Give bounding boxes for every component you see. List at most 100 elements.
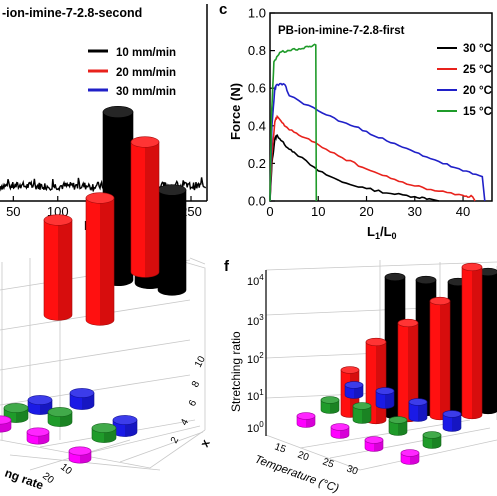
panel-e-bar-top (26, 427, 50, 437)
panel-e-xlabel: ng rate (3, 466, 46, 493)
panel-f-bar-top (330, 423, 350, 431)
panel-f-bar-shade (472, 267, 482, 419)
panel-e-bar-top (85, 192, 115, 204)
panel-e-bar-top (3, 403, 29, 413)
panel-f-bar-shade (408, 323, 418, 422)
panel-e-bar-top (130, 136, 160, 148)
panel-f-zlabel: Stretching ratio (229, 331, 243, 412)
panel-f-bar-shade (440, 301, 450, 420)
panel-e-ytick-4: 4 (179, 417, 192, 427)
panel-c-frame (269, 12, 493, 202)
panel-c-xtick-label: 40 (456, 204, 470, 219)
panel-e-xtick-10: 10 (58, 462, 74, 478)
legend-label-30: 30 mm/min (116, 86, 176, 98)
panel-e-ylabel: x (197, 437, 213, 450)
panel-f-xtick-20: 20 (296, 449, 311, 463)
panel-f-bar-top (400, 449, 420, 457)
panel-c-series-line (269, 114, 476, 202)
panel-c-legend-label: 15 °C (463, 106, 492, 118)
panel-e-bar-top (91, 423, 117, 433)
panel-f-bar (422, 434, 442, 449)
panel-e-bar-top (68, 446, 92, 456)
panel-c-chart: c PB-ion-imine-7-2.8-first Force (N) 0 10… (219, 1, 493, 241)
panel-f-bar-top (364, 436, 384, 444)
panel-f-bar (442, 413, 462, 432)
panel-f-xtick-30: 30 (345, 463, 360, 477)
panel-e-bar-top (157, 184, 187, 196)
panel-c-series (269, 43, 486, 202)
panel-e-bar-top (43, 214, 73, 226)
panel-f-bar (344, 384, 364, 399)
panel-e-ytick-2: 2 (169, 435, 182, 445)
panel-e-bar-shade (172, 190, 186, 296)
panel-c-xtick-label: 20 (359, 204, 373, 219)
panel-c-ytick-label: 1.0 (248, 6, 266, 21)
panel-b-legend: 10 mm/min 20 mm/min 30 mm/min (88, 47, 176, 98)
panel-e-bars (0, 106, 187, 464)
panel-e-bar-shade (145, 142, 159, 278)
panel-f-bar-top (397, 318, 419, 328)
panel-c-legend-label: 30 °C (463, 43, 492, 55)
panel-e-bar-top (102, 106, 134, 119)
panel-f-bar (320, 399, 340, 414)
panel-c-xtick-label: 10 (311, 204, 325, 219)
panel-e-bar (85, 197, 115, 326)
panel-f-xtick-15: 15 (273, 441, 288, 455)
panel-b-title: -ion-imine-7-2.8-second (2, 6, 142, 20)
panel-c-xlabel: L1/L0 (367, 224, 397, 241)
panel-e-bar (130, 141, 160, 278)
panel-c-ytick-label: 0.8 (248, 43, 266, 58)
panel-e-bar-shade (100, 198, 115, 326)
panel-c-ytick-label: 0.4 (248, 118, 266, 133)
panel-c-ylabel: Force (N) (228, 83, 243, 140)
panel-f-z-ticks: 104 103 102 101 100 (247, 273, 264, 435)
panel-f-ztick-4: 104 (247, 273, 264, 288)
panel-f-bar-top (340, 366, 360, 374)
panel-f-bar (388, 419, 408, 436)
panel-c-label: c (219, 1, 227, 18)
panel-c-ytick-label: 0.6 (248, 81, 266, 96)
panel-f-bar-top (365, 337, 387, 347)
panel-f-bar-shade (398, 420, 407, 436)
panel-f-bar-top (422, 431, 442, 439)
panel-e-bar (157, 189, 187, 296)
panel-f-bar (375, 390, 395, 409)
panel-b-xtick-label: 50 (6, 204, 20, 219)
panel-e-ytick-10: 10 (193, 354, 208, 369)
panel-f-axis-labels: 15 20 25 30 Temperature (°C) (253, 441, 360, 495)
panel-e-bar (43, 219, 73, 321)
panel-e-bar-top (69, 388, 95, 398)
legend-label-10: 10 mm/min (116, 47, 176, 59)
panel-c-xtick-label: 30 (408, 204, 422, 219)
panel-f-bar-top (375, 387, 395, 395)
panel-f-bar-top (384, 272, 406, 282)
panel-f-bar-shade (488, 272, 497, 414)
panel-c-legend: 30 °C 25 °C 20 °C 15 °C (437, 43, 492, 118)
panel-e-ytick-8: 8 (190, 379, 203, 389)
panel-c-ytick-label: 0.0 (248, 194, 266, 209)
panel-e-bar-top (112, 415, 138, 425)
panel-f-bar-shade (376, 342, 386, 424)
panel-c-series-line (269, 134, 440, 202)
panel-f-bar (352, 405, 372, 424)
panel-f-bar-shade (452, 414, 461, 432)
panel-c-legend-label: 20 °C (463, 85, 492, 97)
panel-f-bar-top (296, 412, 316, 420)
panel-f-xtick-25: 25 (321, 456, 336, 470)
panel-f-bar-top (408, 398, 428, 406)
panel-e-bar-top (27, 395, 53, 405)
panel-f-bar-top (442, 410, 462, 418)
panel-e-ytick-6: 6 (187, 398, 200, 408)
panel-c-series-line (269, 82, 486, 202)
panel-f-bar-top (352, 402, 372, 410)
panel-c-ticks: 0 10 20 30 40 0.0 0.2 0.4 0.6 0.8 1.0 (248, 6, 470, 220)
panel-c-series-line (269, 43, 318, 202)
panel-e-bar-top (0, 415, 12, 425)
panel-f-ztick-0: 100 (247, 420, 264, 435)
panel-c-title: PB-ion-imine-7-2.8-first (278, 25, 405, 37)
panel-f-bar-top (388, 416, 408, 424)
panel-f-bar-shade (362, 406, 371, 424)
panel-f-bar-top (429, 296, 451, 306)
panel-c-legend-label: 25 °C (463, 64, 492, 76)
